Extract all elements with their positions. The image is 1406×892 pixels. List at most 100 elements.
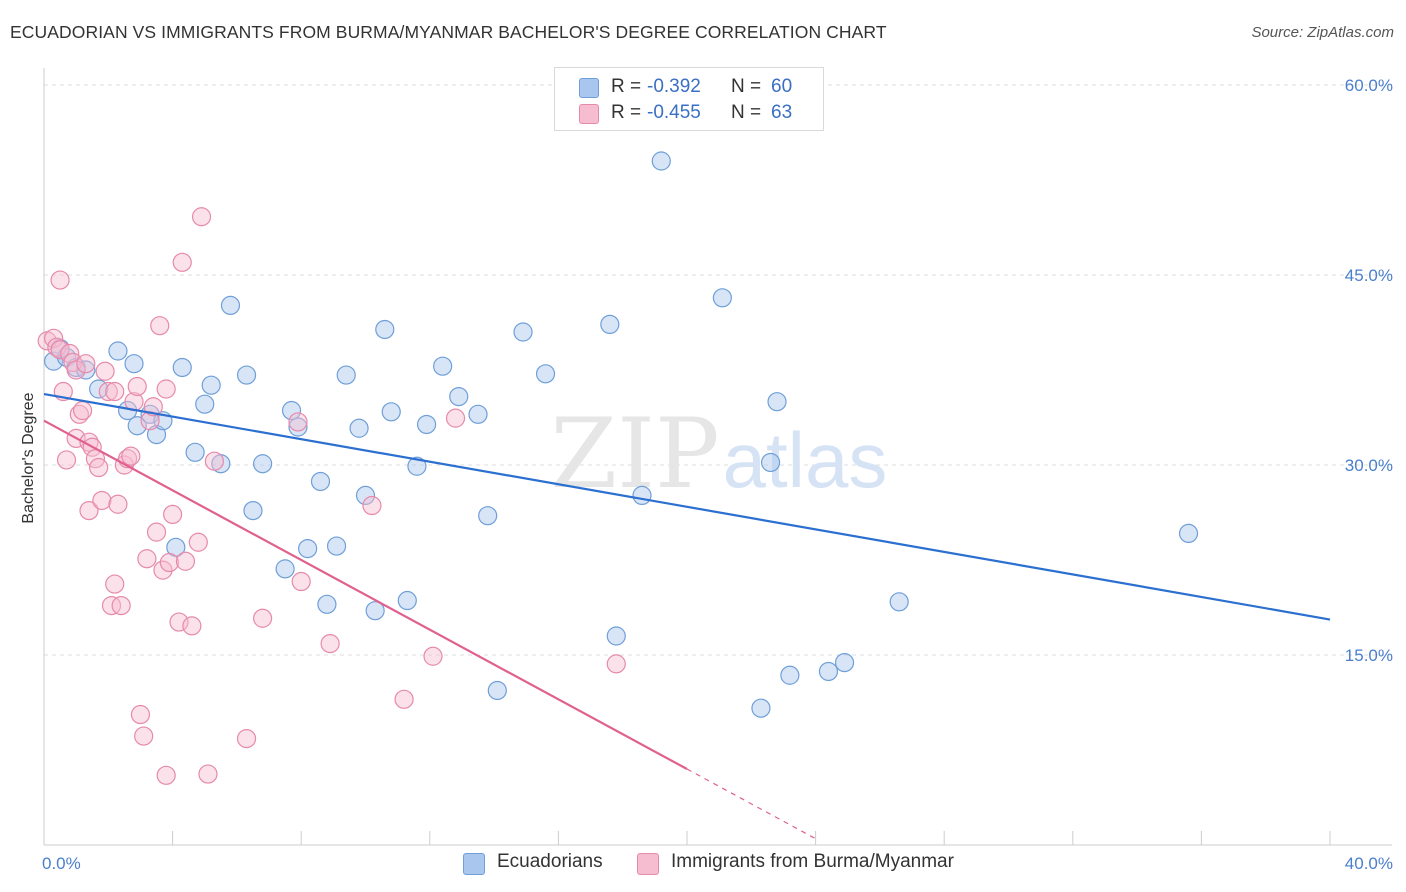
legend-r-label: R =	[611, 102, 642, 123]
burma-point	[121, 446, 141, 466]
ecuadorian-point	[288, 417, 308, 437]
ecuadorian-point	[349, 418, 369, 438]
ecuadorian-point	[407, 456, 427, 476]
watermark-zip: ZIP	[550, 398, 719, 510]
burma-point	[191, 207, 212, 227]
burma-point	[175, 551, 196, 571]
burma-point	[105, 381, 125, 402]
y-tick-label: 15.0%	[1345, 646, 1393, 665]
ecuadorian-point	[818, 661, 839, 682]
burma-point	[150, 316, 170, 336]
ecuadorian-point	[326, 536, 347, 556]
burma-point	[423, 646, 443, 666]
legend-n-label: N =	[731, 76, 762, 97]
ecuadorian-point	[513, 322, 533, 342]
burma-point	[606, 654, 626, 674]
burma-point	[137, 549, 157, 569]
burma-point	[253, 608, 273, 628]
burma-point	[172, 252, 192, 272]
ecuadorian-point	[281, 400, 302, 421]
ecuadorian-point	[397, 590, 417, 611]
burma-point	[156, 765, 176, 785]
bottom-legend-label: Ecuadorians	[497, 851, 603, 872]
ecuadorian-point	[172, 357, 192, 378]
burma-point	[127, 376, 147, 397]
watermark: ZIP atlas	[550, 398, 887, 510]
burma-point	[291, 571, 311, 592]
trend-line-burma	[43, 419, 688, 770]
burma-point	[56, 450, 77, 470]
x-tick-label: 0.0%	[42, 854, 81, 873]
burma-point	[101, 595, 122, 616]
legend-r-label: R =	[611, 76, 642, 97]
ecuadorian-point	[195, 394, 215, 414]
ecuadorian-point	[127, 416, 147, 436]
burma-point	[76, 354, 96, 374]
ecuadorian-point	[600, 314, 620, 334]
legend-swatch-burma	[579, 104, 599, 124]
ecuadorian-point	[310, 471, 331, 492]
trend-lines	[43, 392, 1331, 840]
burma-point	[204, 451, 224, 471]
y-tick-labels: 15.0% 30.0% 45.0% 60.0%	[1345, 76, 1393, 665]
ecuadorian-point	[478, 506, 498, 526]
burma-point	[143, 397, 163, 417]
burma-point	[288, 412, 308, 432]
ecuadorian-point	[712, 288, 732, 308]
burma-point	[50, 270, 70, 290]
ecuadorian-point	[780, 665, 800, 685]
watermark-atlas: atlas	[723, 416, 888, 504]
legend-r-value: -0.455	[647, 102, 701, 123]
burma-point	[159, 552, 179, 573]
y-tick-label: 60.0%	[1345, 76, 1393, 95]
trend-line-ecuadorians	[43, 392, 1331, 621]
ecuadorian-point	[416, 414, 437, 435]
ecuadorian-point	[767, 392, 787, 412]
bottom-legend-swatch-burma	[637, 853, 659, 875]
burma-point	[66, 360, 86, 380]
burma-point	[92, 490, 112, 511]
ecuadorian-point	[243, 501, 263, 521]
source-label: Source: ZipAtlas.com	[1251, 24, 1394, 41]
ecuadorian-point	[889, 592, 909, 612]
ecuadorian-point	[449, 387, 469, 407]
burma-point	[163, 504, 183, 525]
legend-n-value: 60	[771, 76, 793, 97]
legend-n-label: N =	[731, 102, 762, 123]
burma-point	[111, 595, 131, 616]
burma-point	[105, 574, 125, 594]
burma-point	[362, 495, 382, 516]
ecuadorian-point	[108, 341, 128, 361]
ecuadorian-point	[535, 364, 556, 384]
ecuadorian-point	[355, 485, 376, 505]
legend-r-value: -0.392	[647, 76, 701, 97]
burma-point	[394, 689, 414, 709]
ecuadorian-point	[317, 594, 337, 614]
chart-title: ECUADORIAN VS IMMIGRANTS FROM BURMA/MYAN…	[10, 22, 887, 42]
axes	[43, 68, 1392, 846]
trend-line-burma-extension	[686, 768, 816, 840]
burma-point	[72, 400, 93, 421]
ecuadorian-point	[760, 452, 781, 473]
burma-point	[169, 612, 189, 632]
burma-point	[79, 501, 99, 521]
ecuadorian-point	[298, 538, 318, 559]
burma-point	[98, 381, 118, 402]
ecuadorian-point	[253, 454, 273, 474]
ecuadorian-point	[201, 375, 221, 395]
ecuadorian-point	[236, 365, 257, 385]
ecuadorian-point	[834, 652, 855, 673]
bottom-legend-label: Immigrants from Burma/Myanmar	[671, 851, 954, 872]
legend-swatch-ecuadorians	[579, 78, 599, 98]
burma-point	[89, 457, 109, 478]
burma-point	[130, 704, 151, 725]
ecuadorian-point	[487, 680, 507, 701]
ecuadorian-point	[146, 425, 167, 445]
burma-point	[445, 408, 466, 428]
burma-point	[50, 340, 70, 360]
burma-point	[182, 616, 202, 636]
ecuadorian-point	[56, 347, 77, 367]
y-tick-label: 45.0%	[1345, 266, 1393, 285]
bottom-legend: Ecuadorians Immigrants from Burma/Myanma…	[0, 851, 1406, 877]
